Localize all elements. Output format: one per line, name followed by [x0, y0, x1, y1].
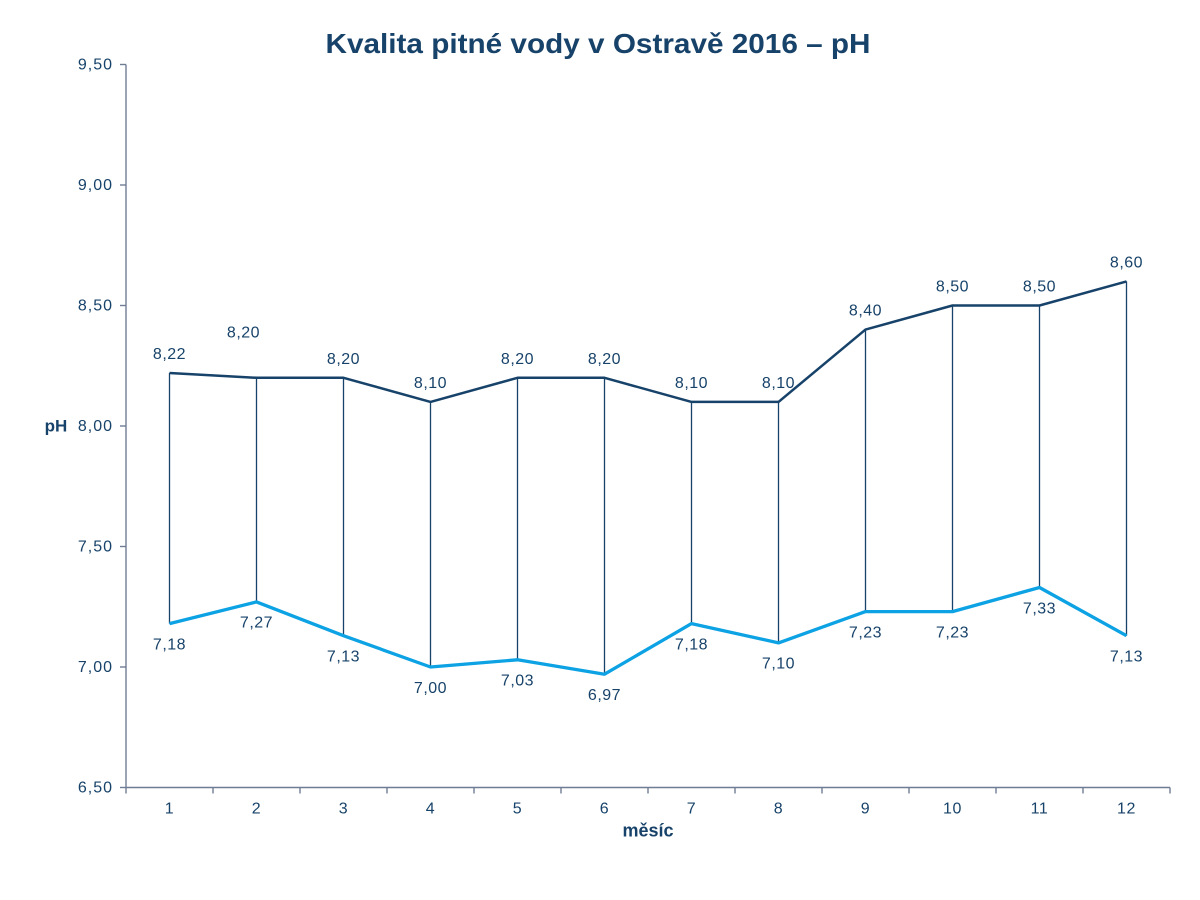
svg-text:7,03: 7,03: [501, 673, 534, 690]
svg-text:11: 11: [1031, 801, 1049, 818]
svg-text:7,13: 7,13: [1110, 649, 1143, 666]
svg-text:10: 10: [943, 801, 962, 818]
svg-text:4: 4: [426, 801, 436, 818]
svg-text:8,40: 8,40: [849, 303, 882, 320]
svg-text:7,00: 7,00: [78, 659, 113, 676]
svg-text:2: 2: [252, 801, 262, 818]
svg-text:9,00: 9,00: [78, 177, 113, 194]
svg-text:7,18: 7,18: [153, 636, 186, 653]
svg-text:7,27: 7,27: [240, 615, 273, 632]
svg-text:8: 8: [774, 801, 784, 818]
svg-text:5: 5: [513, 801, 523, 818]
svg-text:8,20: 8,20: [588, 351, 621, 368]
svg-text:6,97: 6,97: [588, 687, 621, 704]
svg-text:9: 9: [861, 801, 871, 818]
svg-text:8,10: 8,10: [762, 375, 795, 392]
svg-text:8,10: 8,10: [675, 375, 708, 392]
svg-text:7,23: 7,23: [936, 624, 969, 641]
svg-text:7,50: 7,50: [78, 539, 113, 556]
svg-text:8,50: 8,50: [78, 298, 113, 315]
svg-text:7,13: 7,13: [327, 649, 360, 666]
svg-text:8,20: 8,20: [327, 351, 360, 368]
svg-text:12: 12: [1117, 801, 1136, 818]
svg-text:8,10: 8,10: [414, 375, 447, 392]
svg-text:pH: pH: [45, 417, 68, 436]
svg-text:Kvalita pitné vody v Ostravě 2: Kvalita pitné vody v Ostravě 2016 – pH: [326, 28, 871, 59]
svg-text:6: 6: [600, 801, 610, 818]
svg-text:8,22: 8,22: [153, 346, 186, 363]
svg-text:7,00: 7,00: [414, 680, 447, 697]
svg-text:8,50: 8,50: [1023, 279, 1056, 296]
svg-text:7: 7: [687, 801, 697, 818]
svg-text:7,18: 7,18: [675, 636, 708, 653]
svg-text:1: 1: [165, 801, 175, 818]
svg-text:8,20: 8,20: [501, 351, 534, 368]
svg-text:měsíc: měsíc: [622, 821, 673, 841]
svg-text:8,00: 8,00: [78, 418, 113, 435]
svg-text:9,50: 9,50: [78, 57, 113, 74]
svg-text:7,33: 7,33: [1023, 600, 1056, 617]
svg-text:8,50: 8,50: [936, 279, 969, 296]
svg-text:8,60: 8,60: [1110, 254, 1143, 271]
svg-text:6,50: 6,50: [78, 780, 113, 797]
svg-text:7,23: 7,23: [849, 624, 882, 641]
svg-text:7,10: 7,10: [762, 656, 795, 673]
svg-text:8,20: 8,20: [227, 325, 260, 342]
svg-text:3: 3: [339, 801, 349, 818]
